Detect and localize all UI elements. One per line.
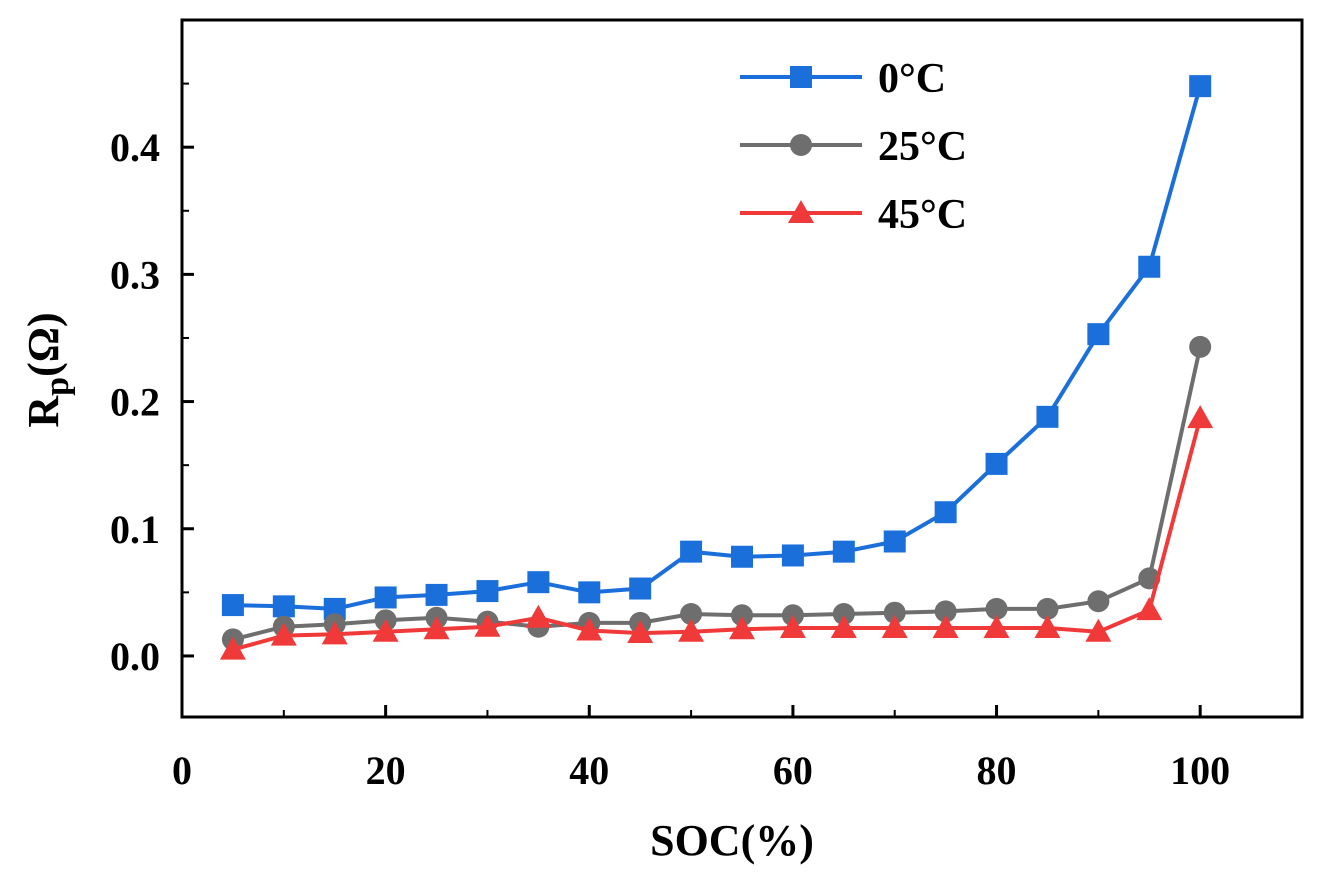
x-axis-title: SOC(%): [650, 816, 814, 865]
data-point: [527, 571, 550, 594]
data-point: [830, 614, 857, 638]
data-point: [1036, 405, 1059, 428]
data-point: [627, 620, 654, 644]
data-point: [272, 595, 295, 618]
y-axis-title-subscript: p: [39, 377, 76, 396]
y-axis: 0.0 0.1 0.2 0.3 0.4: [110, 82, 194, 679]
x-tick-label: 0: [172, 748, 192, 793]
data-point: [1034, 614, 1061, 638]
data-point: [934, 600, 957, 623]
data-point: [423, 616, 450, 640]
series-0: [221, 75, 1212, 620]
data-point: [474, 613, 501, 637]
x-tick-label: 100: [1170, 748, 1230, 793]
y-tick-label: 0.2: [110, 380, 160, 425]
data-point: [1036, 597, 1059, 620]
x-tick-label: 80: [977, 748, 1017, 793]
data-point: [425, 583, 448, 606]
data-point: [731, 545, 753, 568]
legend-marker: [790, 66, 812, 88]
x-tick-label: 60: [773, 748, 813, 793]
x-tick-label: 40: [569, 748, 609, 793]
legend-marker: [790, 134, 812, 156]
y-axis-title-main: R: [19, 395, 68, 428]
y-axis-title: Rp(Ω): [19, 312, 76, 427]
data-point: [374, 586, 397, 609]
data-point: [781, 544, 804, 567]
y-tick-label: 0.0: [110, 634, 160, 679]
data-point: [881, 614, 908, 638]
legend-marker: [788, 200, 814, 223]
data-point: [983, 614, 1010, 638]
data-point: [323, 597, 346, 620]
legend-label: 45°C: [878, 192, 967, 238]
y-tick-label: 0.4: [110, 125, 160, 170]
y-axis-title-unit: (Ω): [19, 312, 68, 377]
data-point: [1087, 323, 1110, 346]
series-line: [232, 417, 1203, 652]
data-point: [779, 614, 806, 638]
data-point: [680, 602, 703, 625]
data-point: [678, 618, 705, 642]
series-line: [232, 85, 1203, 611]
data-point: [321, 621, 348, 645]
data-point: [1136, 597, 1163, 621]
data-point: [1187, 405, 1214, 429]
data-point: [729, 616, 755, 640]
data-point: [476, 580, 499, 603]
data-point: [934, 501, 957, 524]
data-point: [372, 618, 399, 642]
series-layer: [219, 75, 1214, 660]
data-point: [680, 540, 703, 563]
data-point: [270, 622, 297, 646]
x-tick-label: 20: [366, 748, 406, 793]
data-point: [883, 601, 906, 624]
data-point: [985, 597, 1008, 620]
legend-label: 25°C: [878, 124, 967, 170]
data-point: [731, 604, 753, 627]
legend: 0°C 25°C 45°C: [740, 56, 967, 238]
plot-frame: [180, 18, 1304, 719]
data-point: [832, 540, 855, 563]
legend-label: 0°C: [878, 56, 946, 102]
data-point: [985, 452, 1008, 475]
series-2: [219, 405, 1214, 660]
data-point: [1189, 75, 1212, 98]
x-axis: 0 20 40 60 80 100: [172, 705, 1230, 793]
series-1: [221, 335, 1212, 651]
data-point: [832, 602, 855, 625]
data-point: [576, 617, 603, 641]
y-tick-label: 0.3: [110, 252, 160, 297]
data-point: [1189, 335, 1212, 358]
data-point: [1087, 590, 1110, 613]
data-point: [1138, 255, 1161, 278]
data-point: [525, 604, 552, 628]
y-tick-label: 0.1: [110, 507, 160, 552]
data-point: [883, 530, 906, 553]
data-point: [219, 636, 246, 660]
data-point: [932, 614, 959, 638]
data-point: [221, 594, 244, 617]
data-point: [1085, 618, 1112, 642]
data-point: [578, 581, 601, 604]
data-point: [629, 577, 652, 600]
